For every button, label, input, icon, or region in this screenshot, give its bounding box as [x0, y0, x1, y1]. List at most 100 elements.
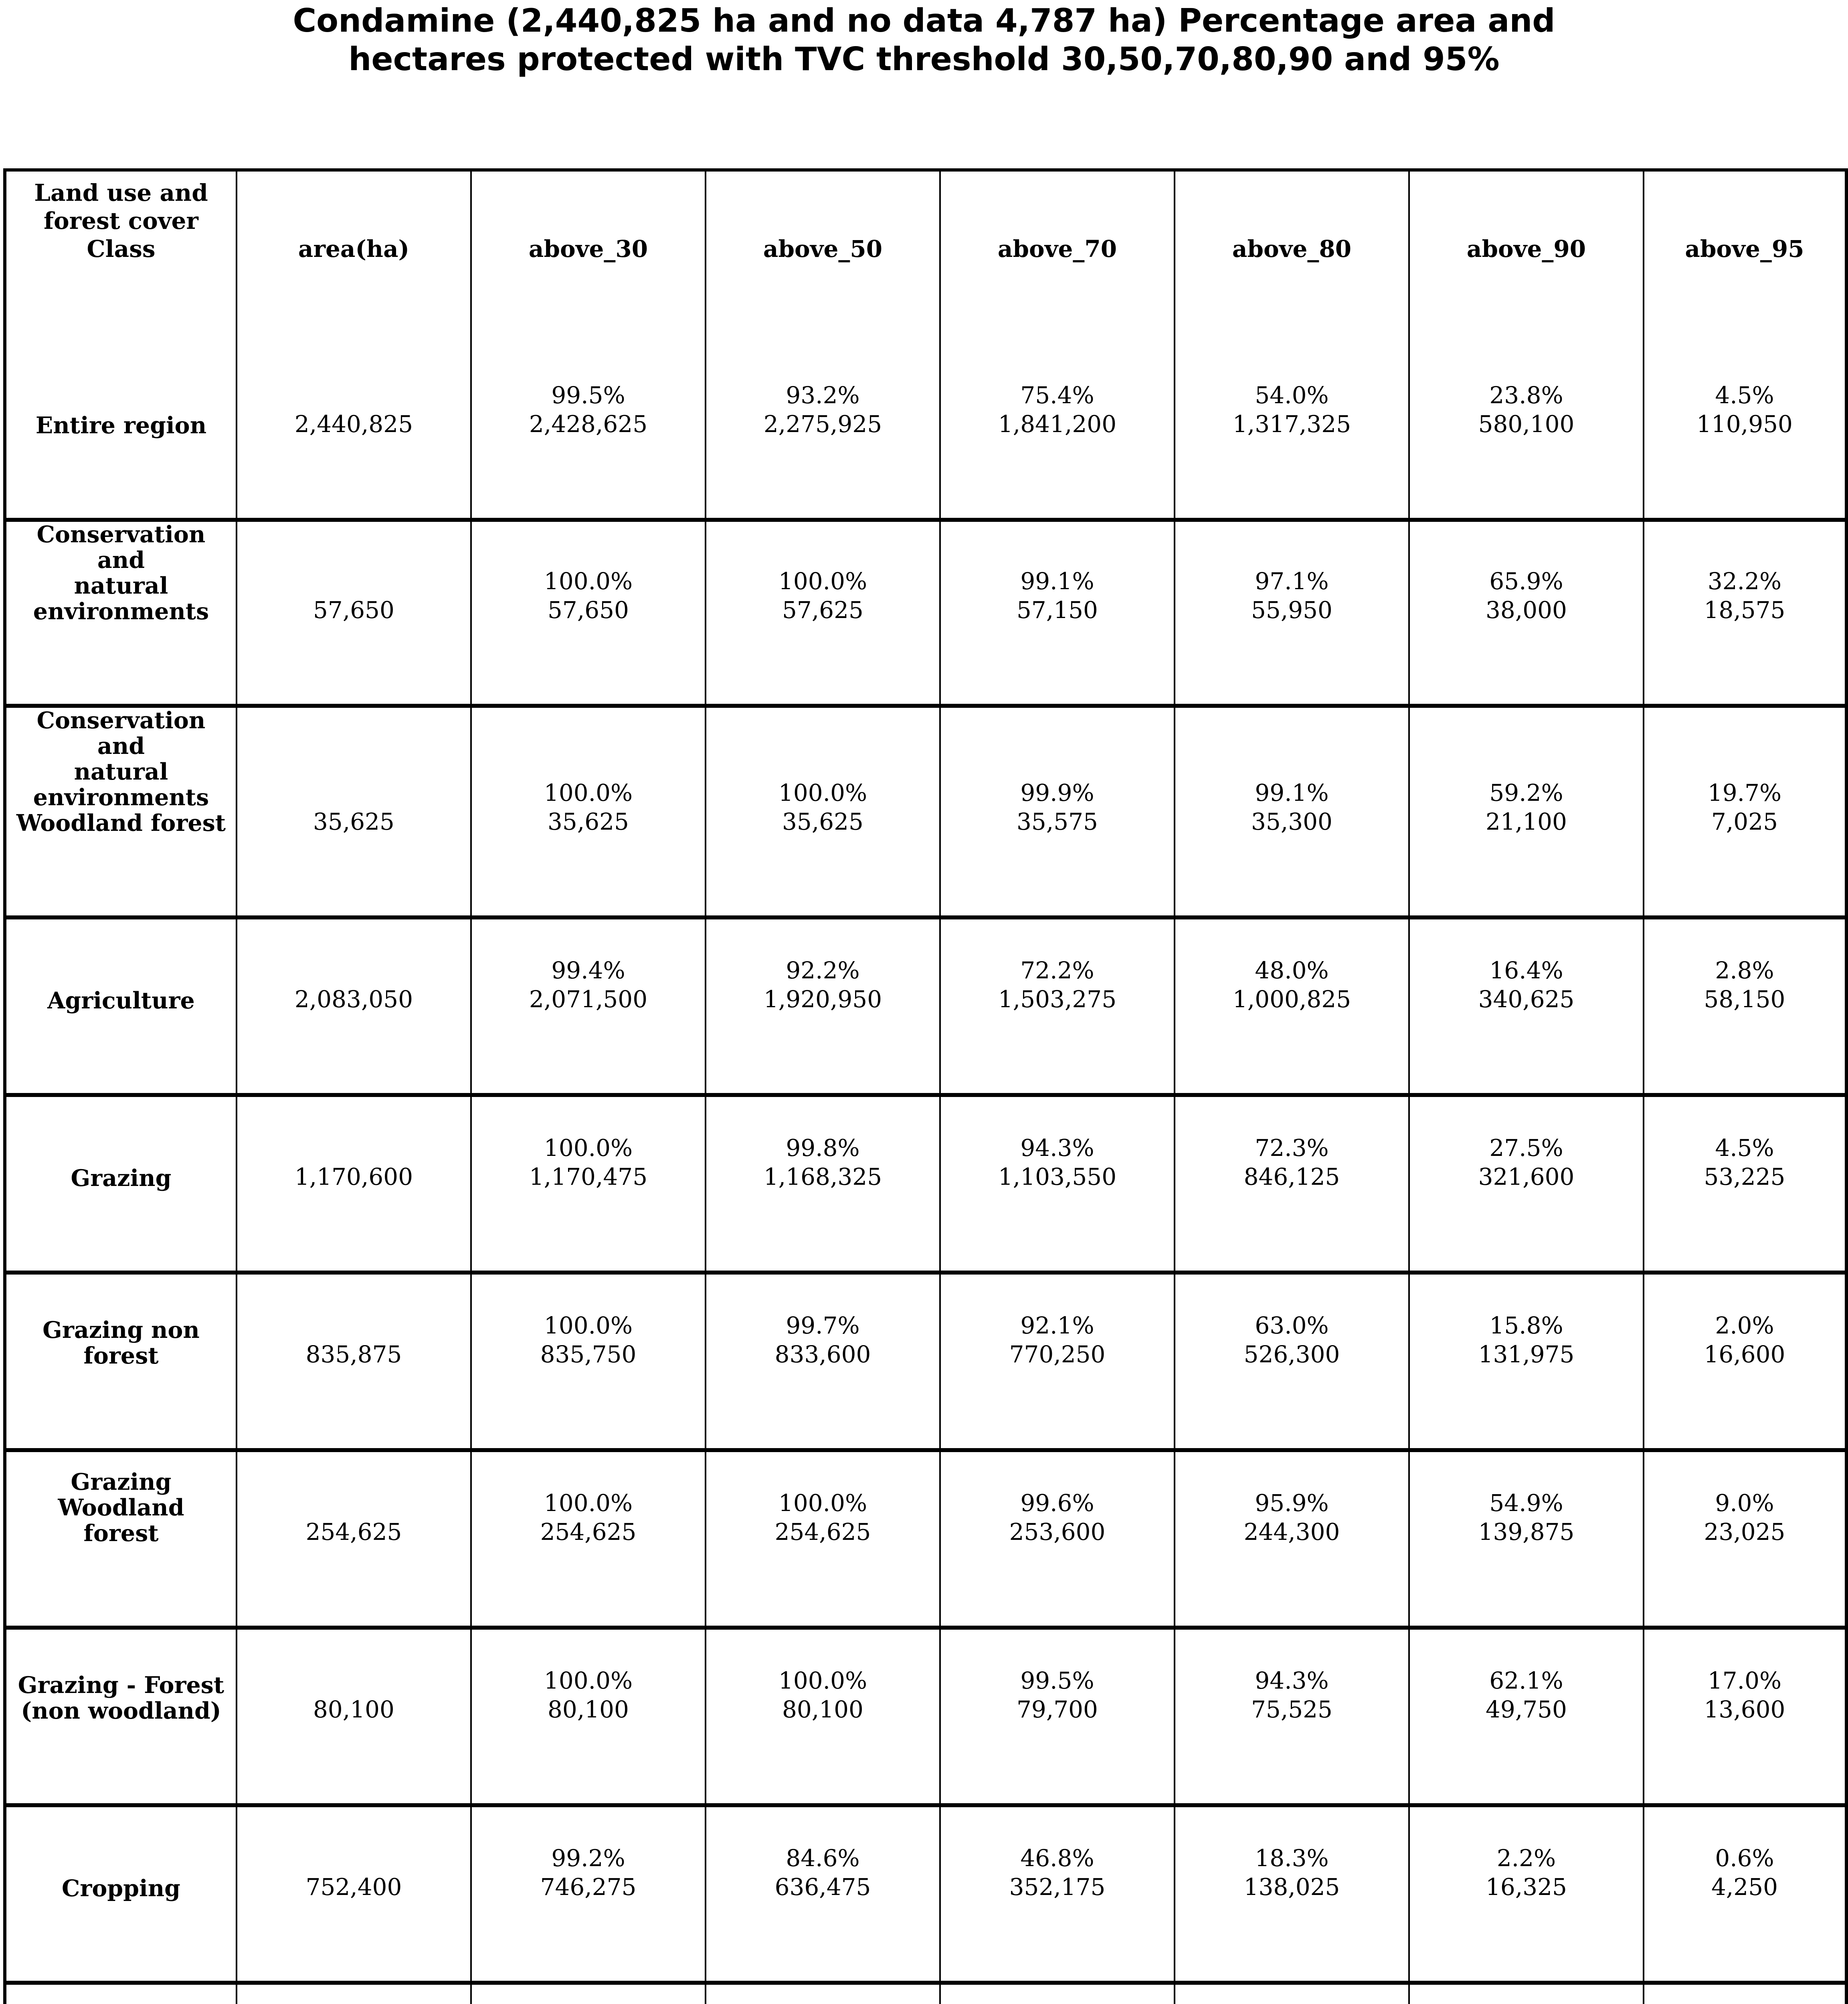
percent-value: 65.9%	[1489, 568, 1563, 595]
hectares-value: 58,150	[1704, 986, 1785, 1013]
row-threshold-cell: 100.0% 80,100	[705, 1628, 940, 1805]
hectares-value: 13,600	[1704, 1696, 1785, 1723]
row-threshold-cell: 72.3% 846,125	[1174, 1095, 1409, 1273]
row-threshold-cell: 100.0% 835,750	[470, 1273, 706, 1450]
table-row: Conservation and natural environments Wo…	[5, 706, 1846, 917]
percent-value: 62.1%	[1489, 1667, 1563, 1694]
hectares-value: 139,875	[1478, 1518, 1575, 1545]
percent-value: 92.1%	[1020, 1312, 1094, 1339]
row-threshold-cell: 2.0% 16,600	[1643, 1273, 1846, 1450]
percent-value: 99.5%	[1020, 1667, 1094, 1694]
percent-value: 54.9%	[1489, 1489, 1563, 1517]
percent-value: 100.0%	[778, 1489, 867, 1517]
row-threshold-cell: 99.4% 2,071,500	[470, 917, 706, 1095]
hectares-value: 1,317,325	[1232, 410, 1351, 438]
hectares-value: 1,103,550	[998, 1163, 1117, 1190]
row-threshold-cell: 99.9% 35,575	[939, 706, 1175, 917]
hectares-value: 53,225	[1704, 1163, 1785, 1190]
percent-value: 18.3%	[1255, 1844, 1329, 1872]
percent-value: 4.5%	[1715, 1134, 1774, 1162]
percent-value: 100.0%	[544, 779, 633, 806]
col-header-area: area(ha)	[236, 170, 471, 342]
row-area-value: 2,440,825	[236, 342, 471, 520]
row-threshold-cell: 46.8% 352,175	[939, 1805, 1175, 1983]
row-threshold-cell: 59.2% 21,100	[1408, 706, 1644, 917]
hectares-value: 352,175	[1009, 1873, 1106, 1901]
row-threshold-cell: 4.5% 53,225	[1643, 1095, 1846, 1273]
percent-value: 0.6%	[1715, 1844, 1774, 1872]
percent-value: 9.0%	[1715, 1489, 1774, 1517]
table-row: Conservation and natural environments 57…	[5, 520, 1846, 706]
hectares-value: 253,600	[1009, 1518, 1106, 1545]
percent-value: 100.0%	[544, 1134, 633, 1162]
row-threshold-cell: 0.6% 4,250	[1643, 1805, 1846, 1983]
percent-value: 99.7%	[786, 1312, 860, 1339]
hectares-value: 1,841,200	[998, 410, 1117, 438]
row-threshold-cell: 99.8% 1,168,325	[705, 1095, 940, 1273]
row-threshold-cell: 99.6% 253,600	[939, 1450, 1175, 1628]
row-threshold-cell: 93.2% 2,275,925	[705, 342, 940, 520]
row-threshold-cell: 62.1% 49,750	[1408, 1628, 1644, 1805]
percent-value: 23.8%	[1489, 382, 1563, 409]
row-threshold-cell: 72.2% 1,503,275	[939, 917, 1175, 1095]
col-header-class: Land use and forest cover Class	[34, 179, 208, 263]
percent-value: 100.0%	[778, 1667, 867, 1694]
percent-value: 99.2%	[551, 1844, 625, 1872]
row-threshold-cell: 2.8% 58,150	[1643, 917, 1846, 1095]
percent-value: 72.2%	[1020, 957, 1094, 984]
table-row: Grazing Woodland forest 254,625 100.0% 25…	[5, 1450, 1846, 1628]
percent-value: 2.8%	[1715, 957, 1774, 984]
row-threshold-cell: 94.3% 1,103,550	[939, 1095, 1175, 1273]
row-area-value: 752,400	[236, 1805, 471, 1983]
hectares-value: 35,300	[1251, 808, 1332, 835]
hectares-value: 57,150	[1017, 596, 1098, 624]
landuse-table: Land use and forest cover Class area(ha)…	[3, 168, 1848, 2004]
row-threshold-cell: 19.7% 7,025	[1643, 706, 1846, 917]
hectares-value: 80,100	[782, 1696, 863, 1723]
hectares-value: 1,168,325	[763, 1163, 882, 1190]
percent-value: 46.8%	[1020, 1844, 1094, 1872]
row-area-value: 80,100	[236, 1628, 471, 1805]
hectares-value: 35,625	[782, 808, 863, 835]
percent-value: 84.6%	[786, 1844, 860, 1872]
hectares-value: 38,000	[1486, 596, 1567, 624]
col-header-above-50: above_50	[705, 170, 940, 342]
row-label: Entire region	[35, 412, 207, 439]
row-area-value: 254,625	[236, 1450, 471, 1628]
row-threshold-cell: 99.2% 746,275	[470, 1805, 706, 1983]
percent-value: 100.0%	[544, 1312, 633, 1339]
percent-value: 2.0%	[1715, 1312, 1774, 1339]
row-threshold-cell: 99.1% 57,150	[939, 520, 1175, 706]
row-area-value: 2,083,050	[236, 917, 471, 1095]
row-threshold-cell: 99.5% 79,700	[939, 1628, 1175, 1805]
hectares-value: 57,625	[782, 596, 863, 624]
hectares-value: 321,600	[1478, 1163, 1575, 1190]
row-threshold-cell: 99.1% 35,300	[1174, 706, 1409, 917]
hectares-value: 16,600	[1704, 1341, 1785, 1368]
hectares-value: 55,950	[1251, 596, 1332, 624]
table-row: Grazing non forest 835,875 100.0% 835,750…	[5, 1273, 1846, 1450]
row-label: Grazing	[71, 1165, 172, 1192]
col-header-above-90: above_90	[1408, 170, 1644, 342]
row-threshold-cell: 23.8% 580,100	[1408, 342, 1644, 520]
hectares-value: 23,025	[1704, 1518, 1785, 1545]
row-threshold-cell: 97.1% 55,950	[1174, 520, 1409, 706]
hectares-value: 636,475	[774, 1873, 871, 1901]
percent-value: 100.0%	[544, 1489, 633, 1517]
row-threshold-cell: 100.0% 254,625	[705, 1450, 940, 1628]
table-header-row: Land use and forest cover Class area(ha)…	[5, 170, 1846, 342]
hectares-value: 35,625	[548, 808, 629, 835]
row-threshold-cell: 99.7% 833,600	[705, 1273, 940, 1450]
row-threshold-cell: 17.0% 13,600	[1643, 1628, 1846, 1805]
percent-value: 95.9%	[1255, 1489, 1329, 1517]
hectares-value: 244,300	[1243, 1518, 1340, 1545]
hectares-value: 1,920,950	[763, 986, 882, 1013]
hectares-value: 18,575	[1704, 596, 1785, 624]
row-threshold-cell: 1.7%2,700	[1408, 1983, 1644, 2004]
hectares-value: 846,125	[1243, 1163, 1340, 1190]
row-threshold-cell: 16.4% 340,625	[1408, 917, 1644, 1095]
row-threshold-cell: 29.6%47,300	[939, 1983, 1175, 2004]
row-threshold-cell: 9.0% 23,025	[1643, 1450, 1846, 1628]
percent-value: 99.6%	[1020, 1489, 1094, 1517]
percent-value: 94.3%	[1020, 1134, 1094, 1162]
